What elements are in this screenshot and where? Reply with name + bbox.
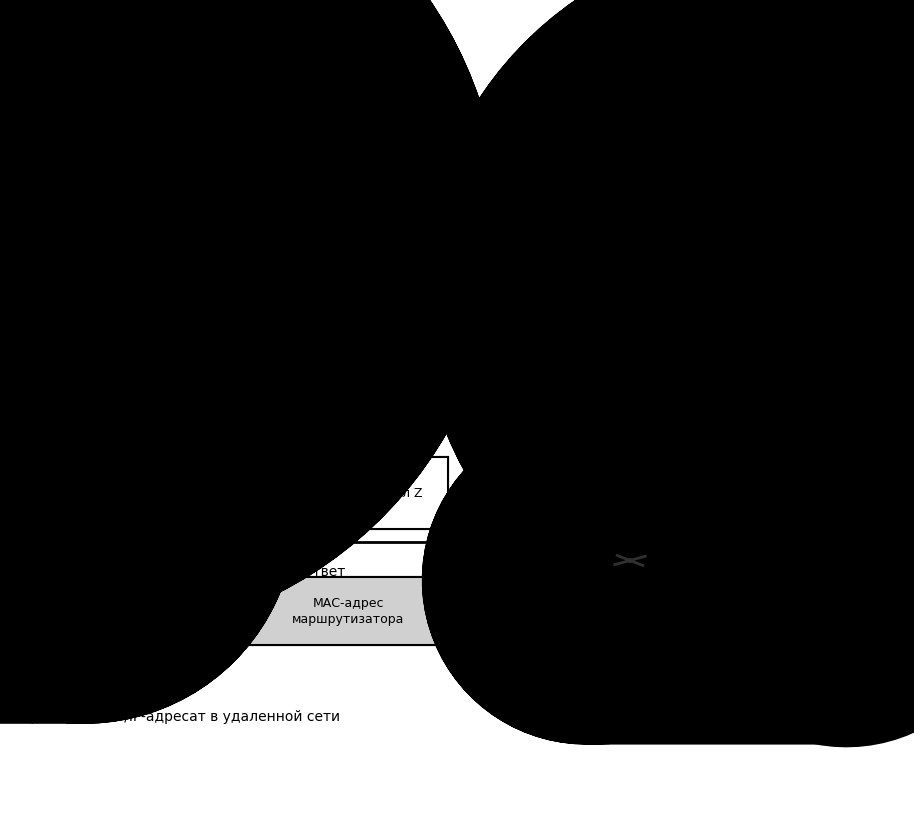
Text: Широкове-
щательный
запрос: Широкове- щательный запрос [179, 185, 251, 230]
Text: Узел Z: Узел Z [794, 10, 846, 25]
Text: Пример 2: TCP/IP-адресат в удаленной сети: Пример 2: TCP/IP-адресат в удаленной сет… [20, 710, 340, 724]
Bar [305, 290, 420, 362]
Text: Узел Z: Узел Z [684, 409, 736, 425]
Polygon shape [52, 117, 106, 120]
Text: ARP-запрос: ARP-запрос [240, 422, 323, 436]
Text: Узел Y: Узел Y [49, 10, 101, 25]
Bar [694, 435, 726, 458]
Bar [148, 577, 238, 645]
Bar [630, 560, 632, 578]
Bar [651, 560, 653, 578]
Bar [155, 170, 460, 245]
Text: Пример 1: TCP/IP-адресат в локальной сети: Пример 1: TCP/IP-адресат в локальной сет… [20, 380, 339, 394]
Bar [606, 560, 608, 578]
Text: ARP-запрос: ARP-запрос [270, 160, 352, 174]
Text: МАС-адрес
маршрутизатора: МАС-адрес маршрутизатора [292, 596, 404, 626]
Bar [266, 457, 354, 529]
Bar [647, 560, 649, 578]
Bar [654, 560, 656, 578]
Bar [645, 560, 647, 578]
Text: Узел Z
МАС: Узел Z МАС [482, 311, 524, 341]
Text: Узел Y: Узел Y [39, 409, 90, 425]
Bar [637, 560, 639, 578]
Bar [688, 431, 732, 465]
Polygon shape [842, 81, 849, 120]
Text: Узел Z: Узел Z [379, 486, 422, 499]
Bar [706, 457, 714, 465]
Bar [148, 577, 458, 645]
Bar [275, 170, 365, 245]
Polygon shape [797, 117, 852, 120]
Polygon shape [97, 81, 104, 120]
Bar [632, 560, 633, 578]
Polygon shape [688, 426, 739, 431]
Text: Маршру-
тизатор А: Маршру- тизатор А [552, 507, 617, 537]
Text: Узел Z
МАС ?: Узел Z МАС ? [290, 479, 330, 507]
Bar [639, 560, 641, 578]
Bar [612, 560, 614, 578]
Text: Узел Y
МАС: Узел Y МАС [172, 596, 214, 626]
Bar [148, 457, 266, 529]
Circle shape [628, 559, 632, 562]
Bar [740, 434, 888, 569]
Polygon shape [687, 462, 741, 465]
Bar [365, 170, 460, 245]
Bar [611, 560, 612, 578]
Bar [608, 560, 609, 578]
Bar [620, 560, 622, 578]
Bar [804, 91, 836, 113]
Bar [641, 560, 643, 578]
Ellipse shape [604, 552, 656, 569]
Bar [649, 560, 651, 578]
Polygon shape [798, 81, 849, 87]
Bar [60, 462, 69, 471]
Polygon shape [42, 467, 97, 471]
Bar [609, 560, 611, 578]
Bar [644, 560, 645, 578]
Text: Широкове-
щательный
запрос: Широкове- щательный запрос [171, 471, 243, 516]
Bar [49, 440, 81, 462]
Bar [52, 120, 101, 134]
Bar [43, 436, 87, 471]
Bar [42, 471, 91, 484]
Bar [633, 560, 635, 578]
Bar [618, 560, 620, 578]
Bar [155, 170, 275, 245]
Text: ARP-ответ: ARP-ответ [453, 280, 526, 294]
Bar [53, 87, 97, 120]
Text: Узел Y
МАС: Узел Y МАС [342, 311, 383, 341]
Bar [816, 112, 824, 120]
Polygon shape [53, 81, 104, 87]
Bar [305, 290, 585, 362]
Text: ARP-ответ: ARP-ответ [273, 565, 346, 579]
Bar [354, 457, 448, 529]
Bar [604, 560, 606, 578]
Text: Узел Z: Узел Z [391, 201, 434, 214]
Bar [626, 560, 628, 578]
Bar [622, 560, 623, 578]
Bar [653, 560, 654, 578]
Bar [238, 577, 458, 645]
Polygon shape [43, 431, 94, 436]
Bar [148, 457, 448, 529]
Bar [70, 112, 80, 120]
Text: Сеть в
таблице
маршру-
тизации:
узел Z: Сеть в таблице маршру- тизации: узел Z [786, 463, 842, 540]
Polygon shape [732, 426, 739, 465]
Bar [643, 560, 644, 578]
Bar [59, 91, 90, 113]
Polygon shape [87, 431, 94, 471]
Text: Узел Z
МАС ?: Узел Z МАС ? [300, 193, 340, 222]
Bar [687, 465, 737, 479]
Bar [420, 290, 585, 362]
Bar [625, 560, 626, 578]
Bar [616, 560, 618, 578]
Bar [623, 560, 625, 578]
Bar [635, 560, 637, 578]
Bar [798, 87, 842, 120]
Bar [628, 560, 630, 578]
Bar [797, 120, 846, 134]
Bar [614, 560, 616, 578]
